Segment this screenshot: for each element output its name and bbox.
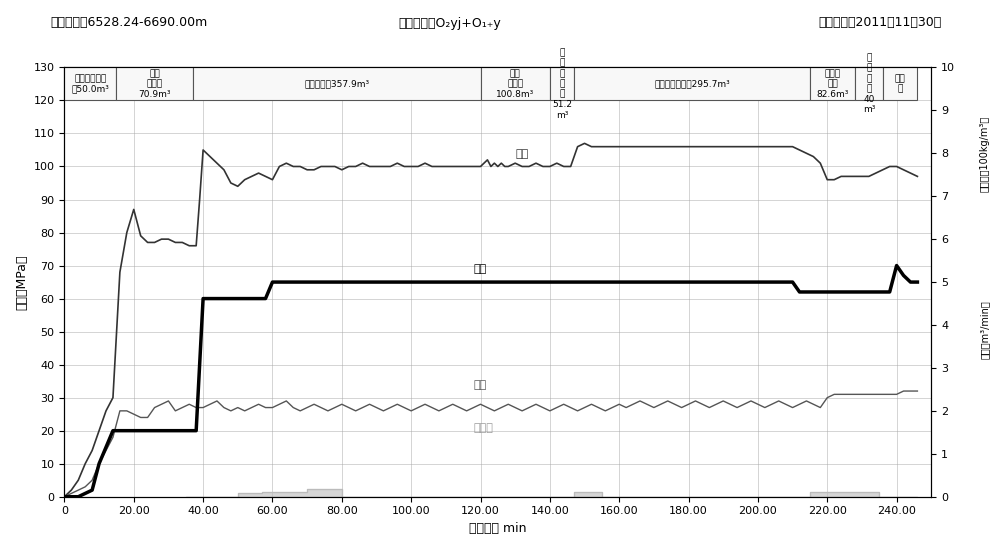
Text: 正挤携砂液357.9m³: 正挤携砂液357.9m³ — [304, 79, 369, 89]
Bar — [855, 68, 883, 101]
Bar — [481, 68, 550, 101]
Text: 正
挤
顶
替
40
m³: 正 挤 顶 替 40 m³ — [863, 53, 875, 114]
Text: 正挤携砂交联酸295.7m³: 正挤携砂交联酸295.7m³ — [654, 79, 730, 89]
Text: 正
挤
交
联
酸
51.2
m³: 正 挤 交 联 酸 51.2 m³ — [552, 48, 572, 119]
Text: 正挤交
联酸
82.6m³: 正挤交 联酸 82.6m³ — [816, 69, 849, 99]
Text: 记压
降: 记压 降 — [895, 74, 905, 94]
Text: 正挤
压裂液
70.9m³: 正挤 压裂液 70.9m³ — [138, 69, 171, 99]
X-axis label: 施工时间 min: 施工时间 min — [469, 522, 527, 535]
Text: 排量: 排量 — [474, 264, 487, 274]
Bar — [550, 68, 574, 101]
Text: 施工日期：2011年11月30日: 施工日期：2011年11月30日 — [818, 16, 942, 30]
Text: 施工井段：6528.24-6690.00m: 施工井段：6528.24-6690.00m — [50, 16, 207, 30]
Y-axis label: 压力（MPa）: 压力（MPa） — [15, 254, 28, 310]
Text: 正挤
压裂液
100.8m³: 正挤 压裂液 100.8m³ — [496, 69, 534, 99]
Bar — [116, 68, 193, 101]
Bar — [810, 68, 855, 101]
Text: 油压: 油压 — [515, 148, 528, 158]
Text: 套压: 套压 — [474, 379, 487, 390]
Bar — [193, 68, 481, 101]
Bar — [883, 68, 917, 101]
Bar — [574, 68, 810, 101]
Text: 施工层位：O₂yj+O₁₊y: 施工层位：O₂yj+O₁₊y — [399, 16, 501, 30]
Text: 正挤地面交联
酸50.0m³: 正挤地面交联 酸50.0m³ — [71, 74, 109, 94]
Text: 砂浓度: 砂浓度 — [474, 422, 493, 433]
Text: 排量（m³/min）: 排量（m³/min） — [980, 301, 990, 359]
Bar — [64, 68, 116, 101]
Text: 砂浓度（100kg/m³）: 砂浓度（100kg/m³） — [980, 116, 990, 192]
